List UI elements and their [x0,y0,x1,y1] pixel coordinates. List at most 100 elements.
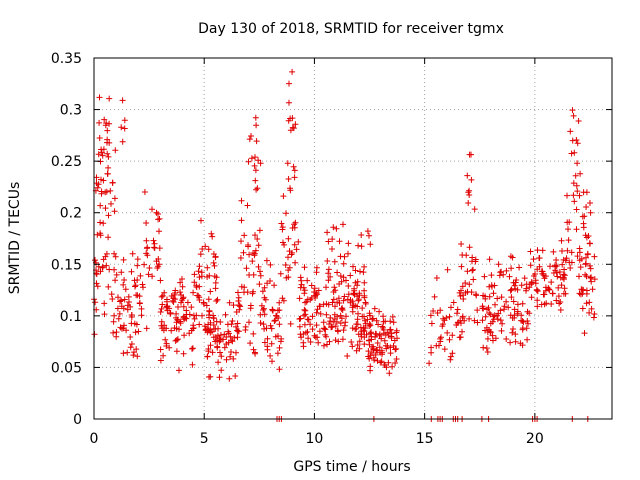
data-point [387,318,394,325]
data-point [118,124,125,131]
data-point [376,331,383,338]
data-point [96,94,103,101]
data-point [479,317,486,324]
data-point [373,317,380,324]
data-point [208,230,215,237]
data-point [367,363,374,370]
data-point [464,268,471,275]
data-point [221,344,228,351]
data-point [283,210,289,217]
data-point [267,278,273,284]
data-point [157,357,164,364]
data-point [289,115,296,122]
data-point [481,273,488,280]
data-point [199,312,205,319]
data-point [331,258,338,265]
data-point [276,299,283,306]
data-point [140,284,146,291]
data-point [508,294,515,301]
data-point [186,330,193,337]
data-point [525,320,531,327]
data-point [374,357,381,364]
data-point [341,293,348,300]
data-point [245,158,252,165]
data-point [494,295,501,302]
data-point [95,263,102,270]
data-point [257,268,263,275]
data-point [519,300,526,307]
data-point [470,276,477,283]
data-point [583,204,590,210]
data-point [171,325,178,331]
data-point [321,342,327,349]
data-point [508,286,515,293]
data-point [576,249,583,256]
data-point [438,334,444,341]
data-point [441,346,448,353]
data-point [376,308,383,315]
data-point [277,270,284,277]
data-point [485,304,492,311]
data-point [117,298,123,305]
data-point [527,262,534,269]
data-point [94,283,101,290]
data-point [228,349,234,355]
data-point [251,162,258,169]
data-point [117,324,124,331]
data-point [447,356,454,363]
data-point [492,301,498,308]
data-point [324,229,331,236]
data-point [389,313,396,320]
data-point [574,188,581,195]
y-tick-label: 0.2 [60,206,82,222]
data-point [390,342,397,349]
data-point [254,236,261,242]
data-point [499,320,506,327]
data-point [227,353,234,360]
data-point [553,257,560,263]
data-point [100,256,107,263]
data-point [183,307,190,314]
data-point [324,341,330,348]
x-tick-label: 15 [416,431,434,447]
data-point [542,273,549,280]
data-point [509,329,516,336]
data-point [498,294,505,301]
data-point [320,319,327,326]
data-point [498,327,505,334]
data-point [574,253,581,260]
data-point [459,328,465,335]
data-point [241,284,248,291]
data-point [174,316,181,323]
data-point [151,240,158,247]
data-point [216,374,223,381]
data-point [268,325,275,332]
data-point [462,289,469,296]
data-point [579,290,586,297]
data-point [196,274,203,281]
data-point [323,333,330,340]
data-point [257,320,264,326]
data-point [234,334,241,341]
data-point [514,301,521,308]
data-point [171,291,178,298]
data-point [105,234,112,241]
data-point [565,226,571,233]
data-point [361,279,368,286]
data-point [102,205,109,212]
data-point [367,241,374,248]
data-point [361,334,368,341]
data-point [126,299,132,305]
data-point [558,237,565,244]
data-point [177,279,184,286]
data-point [257,272,264,279]
data-point [329,299,336,306]
data-point [526,284,533,291]
data-point [497,269,504,276]
data-point [232,373,239,379]
data-point [136,300,143,306]
data-point [358,232,365,238]
data-point [158,318,165,325]
data-point [173,310,180,317]
data-point [297,284,304,291]
